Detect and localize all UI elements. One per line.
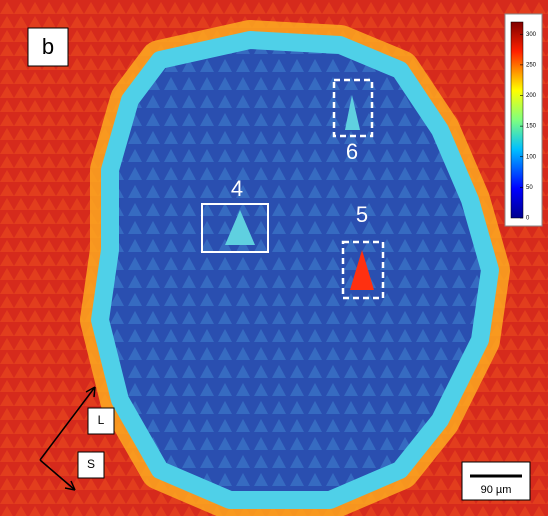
colorbar-ramp [511, 22, 523, 218]
colorbar-tick-label: 150 [526, 124, 537, 130]
crater [100, 40, 490, 500]
direction-label: L [98, 413, 105, 427]
colorbar-tick-label: 100 [526, 154, 537, 160]
colorbar-frame [505, 14, 542, 226]
direction-label: S [87, 457, 95, 471]
colorbar-tick-label: 300 [526, 32, 537, 38]
colorbar-tick-label: 250 [526, 62, 537, 68]
region-label: 4 [231, 176, 243, 201]
crater-floor [100, 40, 490, 500]
page: {"panel_label": "b", "colorbar": {"lim":… [0, 0, 548, 516]
region-label: 5 [356, 202, 368, 227]
panel-label: b [42, 34, 54, 59]
region-label: 6 [346, 139, 358, 164]
figure: 4 5 6 b L S 90 µm 050100150200250300 [0, 0, 548, 516]
colorbar-tick-label: 50 [526, 185, 533, 191]
scale-bar-label: 90 µm [481, 484, 512, 496]
colorbar-tick-label: 200 [526, 93, 537, 99]
